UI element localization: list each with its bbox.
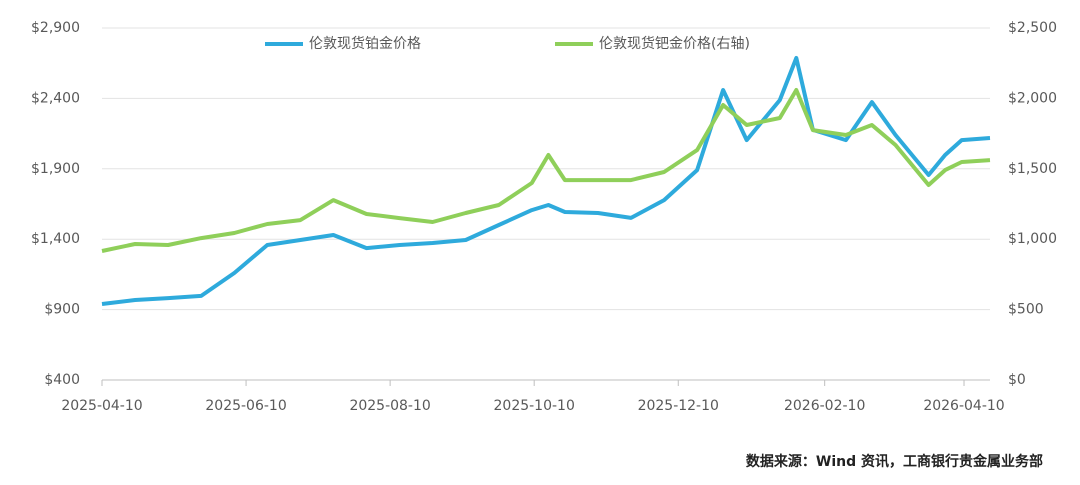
- legend-label: 伦敦现货铂金价格: [309, 35, 421, 52]
- x-tick-label: 2025-04-10: [61, 398, 142, 414]
- y2-tick-label: $2,000: [1008, 90, 1057, 106]
- y-tick-label: $900: [44, 302, 80, 318]
- y-tick-label: $1,900: [31, 161, 80, 177]
- y2-tick-label: $500: [1008, 302, 1044, 318]
- x-tick-label: 2026-02-10: [784, 398, 865, 414]
- y-tick-label: $2,900: [31, 20, 80, 36]
- legend-label: 伦敦现货钯金价格(右轴): [599, 35, 750, 52]
- y2-tick-label: $0: [1008, 372, 1026, 388]
- source-note: 数据来源：Wind 资讯，工商银行贵金属业务部: [746, 453, 1043, 470]
- series-line: [101, 88, 991, 253]
- y-tick-label: $2,400: [31, 90, 80, 106]
- series-line: [101, 56, 991, 306]
- x-tick-label: 2025-08-10: [349, 398, 430, 414]
- y-tick-label: $1,400: [31, 231, 80, 247]
- x-tick-label: 2026-04-10: [923, 398, 1004, 414]
- x-tick-label: 2025-12-10: [638, 398, 719, 414]
- y2-tick-label: $2,500: [1008, 20, 1057, 36]
- y2-tick-label: $1,000: [1008, 231, 1057, 247]
- x-tick-label: 2025-06-10: [205, 398, 286, 414]
- y2-tick-label: $1,500: [1008, 161, 1057, 177]
- y-tick-label: $400: [44, 372, 80, 388]
- x-tick-label: 2025-10-10: [494, 398, 575, 414]
